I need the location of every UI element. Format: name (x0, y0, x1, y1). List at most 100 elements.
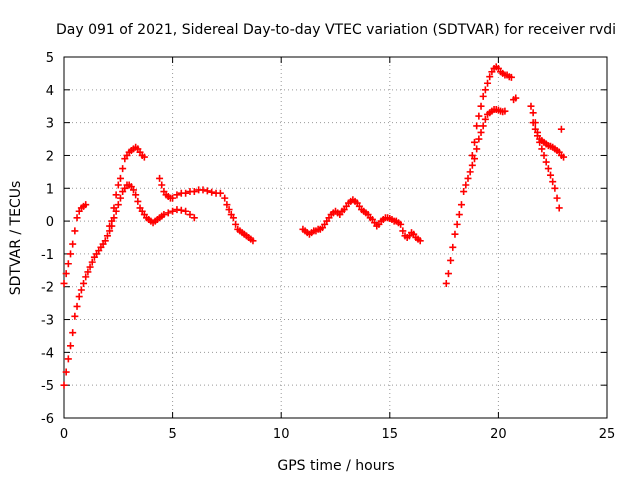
y-tick-label: 0 (46, 215, 54, 230)
data-point-seg1b (182, 189, 190, 197)
y-tick-label: 2 (46, 149, 54, 164)
data-point-seg1b (208, 188, 216, 196)
data-point-seg1a (77, 286, 85, 294)
data-point-seg1a (88, 258, 96, 266)
data-point-seg3a (462, 181, 470, 189)
grid-lines (64, 57, 607, 418)
data-point-seg1b (225, 206, 233, 214)
data-point-seg1b (64, 260, 72, 268)
data-point-seg4a (547, 171, 555, 179)
data-point-seg1a (116, 194, 124, 202)
data-point-seg1a (190, 214, 198, 222)
data-point-seg1b (114, 181, 122, 189)
data-point-seg1a (64, 355, 72, 363)
data-point-seg3a (447, 256, 455, 264)
x-tick-label: 25 (599, 427, 616, 442)
data-point-seg1a (86, 263, 94, 271)
data-point-seg3a (460, 188, 468, 196)
y-tick-label: 3 (46, 117, 54, 132)
data-point-seg1b (221, 194, 229, 202)
data-point-seg3a (444, 270, 452, 278)
data-point-seg3b (468, 151, 476, 159)
y-tick-label: 5 (46, 51, 54, 66)
data-point-seg3a (481, 115, 489, 123)
data-point-seg1b (249, 237, 257, 245)
data-point-seg3a (501, 107, 509, 115)
data-point-seg3a (449, 243, 457, 251)
data-point-seg3b (481, 86, 489, 94)
y-axis-label: SDTVAR / TECUs (8, 181, 24, 296)
data-point-seg1b (116, 174, 124, 182)
x-tick-label: 15 (382, 427, 399, 442)
y-tick-label: -2 (41, 281, 54, 296)
data-points (60, 63, 568, 389)
data-point-seg1b (108, 217, 116, 225)
data-point-seg3a (455, 211, 463, 219)
data-point-seg4b (529, 119, 537, 127)
x-axis-ticks: 0 5 10 15 20 25 (60, 57, 615, 442)
data-point-seg1b (71, 227, 79, 235)
data-point-seg1a (177, 206, 185, 214)
data-point-seg1b (140, 153, 148, 161)
data-point-seg1b (223, 201, 231, 209)
data-point-seg1b (110, 204, 118, 212)
data-point-seg3b (486, 73, 494, 81)
data-point-seg1a (75, 293, 83, 301)
data-point-seg1b (119, 165, 127, 173)
x-tick-label: 20 (490, 427, 507, 442)
x-axis-label: GPS time / hours (277, 458, 394, 474)
data-point-seg1b (73, 214, 81, 222)
data-point-seg1a (84, 268, 92, 276)
data-point-seg4a (553, 194, 561, 202)
data-point-seg3a (479, 122, 487, 130)
data-point-seg1b (106, 222, 114, 230)
data-point-seg1a (130, 186, 138, 194)
data-point-seg3b (484, 79, 492, 87)
data-point-seg1b (169, 194, 177, 202)
data-point-seg1b (62, 270, 70, 278)
data-point-seg3b (471, 138, 479, 146)
data-point-seg3a (475, 135, 483, 143)
data-point-seg3a (468, 161, 476, 169)
data-point-seg1b (203, 187, 211, 195)
data-point-seg3b (507, 73, 515, 81)
data-point-seg1b (112, 191, 120, 199)
data-point-seg1a (60, 381, 68, 389)
x-tick-label: 10 (273, 427, 290, 442)
data-point-seg3b (512, 94, 520, 102)
y-tick-label: -5 (41, 379, 54, 394)
data-point-seg1b (232, 220, 240, 228)
data-point-seg4a (551, 184, 559, 192)
data-point-seg3b (477, 102, 485, 110)
data-point-seg1a (134, 197, 142, 205)
plot-frame (63, 56, 608, 419)
data-point-seg2 (399, 227, 407, 235)
data-point-seg4a (538, 145, 546, 153)
data-point-seg1b (82, 201, 90, 209)
data-point-seg1a (160, 211, 168, 219)
data-point-seg4b (557, 125, 565, 133)
data-point-seg1b (229, 214, 237, 222)
data-point-seg1b (69, 240, 77, 248)
data-point-seg3a (451, 230, 459, 238)
data-point-seg2 (397, 220, 405, 228)
data-point-seg3b (479, 92, 487, 100)
data-point-seg1a (114, 201, 122, 209)
data-point-seg1b (158, 181, 166, 189)
data-point-seg1a (73, 302, 81, 310)
data-point-seg1b (199, 186, 207, 194)
data-point-seg1b (60, 279, 68, 287)
data-point-seg3b (475, 112, 483, 120)
data-point-seg1b (67, 250, 75, 258)
data-point-seg3a (477, 128, 485, 136)
x-tick-label: 5 (168, 427, 176, 442)
data-point-seg1a (80, 279, 88, 287)
y-tick-label: 1 (46, 182, 54, 197)
data-point-seg3a (466, 168, 474, 176)
y-tick-label: 4 (46, 84, 54, 99)
data-point-seg3a (442, 279, 450, 287)
data-point-seg4a (549, 178, 557, 186)
data-point-seg4a (544, 165, 552, 173)
data-point-seg1b (173, 191, 181, 199)
data-point-seg1a (103, 232, 111, 240)
